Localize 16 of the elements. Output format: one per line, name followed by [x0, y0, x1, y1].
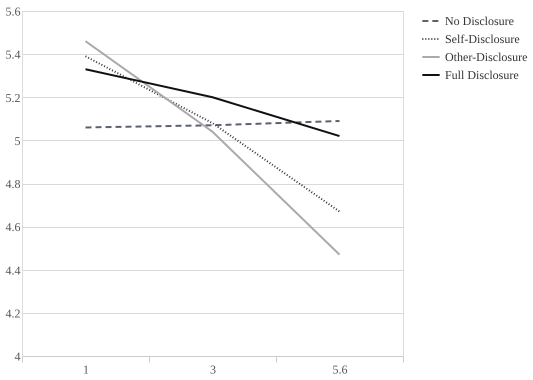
legend-label: Other-Disclosure — [445, 50, 528, 64]
y-tick-label: 4.6 — [6, 220, 20, 234]
x-tick-label: 3 — [210, 362, 216, 376]
y-tick-label: 4.8 — [6, 177, 20, 191]
y-tick-label: 5.4 — [6, 48, 20, 62]
y-tick-label: 5.2 — [6, 90, 20, 105]
x-tick-label: 1 — [83, 362, 89, 376]
y-tick-label: 5 — [14, 134, 20, 148]
x-tick-label: 5.6 — [332, 362, 348, 376]
y-tick-label: 4 — [14, 350, 20, 364]
legend-label: Full Disclosure — [445, 68, 519, 82]
y-tick-label: 5.6 — [6, 4, 20, 18]
y-tick-label: 4.2 — [6, 306, 20, 320]
legend-label: Self-Disclosure — [445, 32, 520, 46]
legend-label: No Disclosure — [445, 14, 514, 28]
y-tick-label: 4.4 — [6, 263, 20, 278]
